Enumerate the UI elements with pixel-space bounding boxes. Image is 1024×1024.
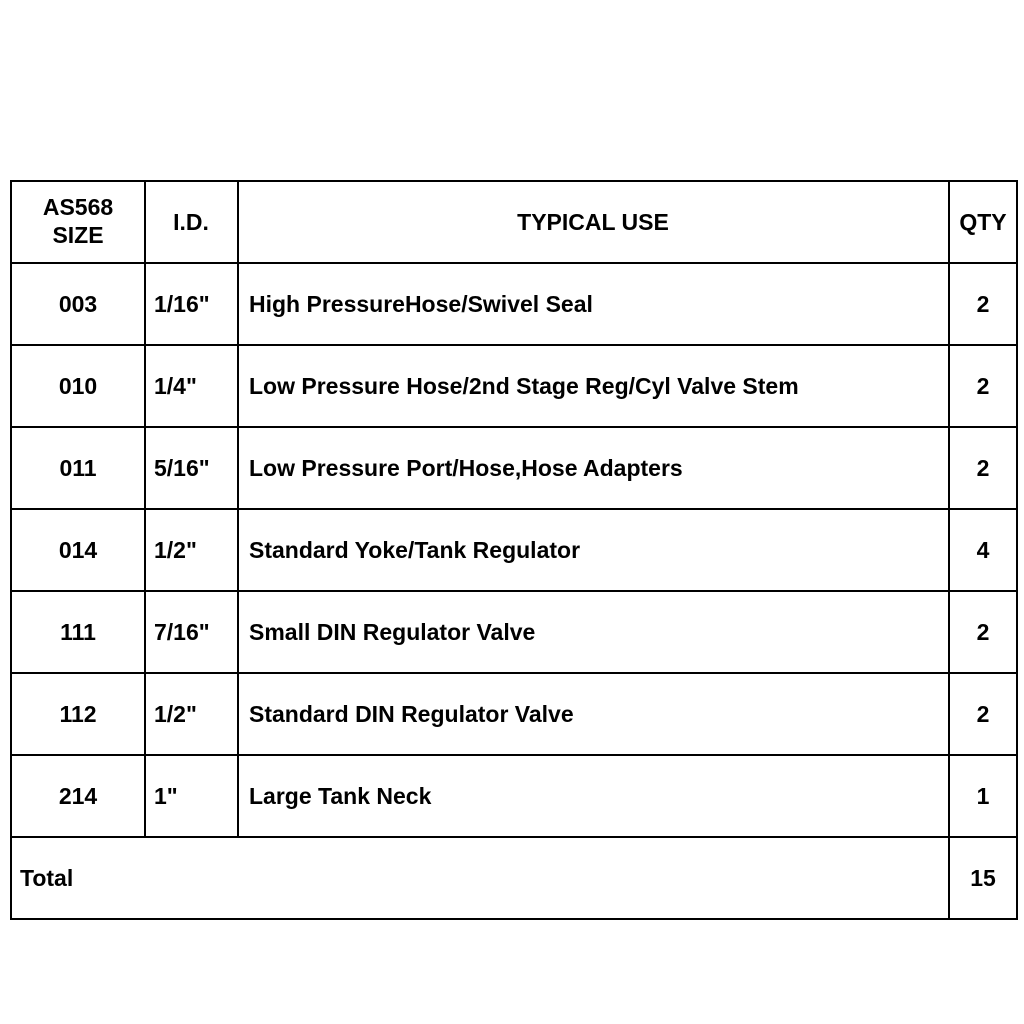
cell-use: Standard DIN Regulator Valve [238,673,949,755]
cell-size: 011 [11,427,145,509]
cell-use: Large Tank Neck [238,755,949,837]
cell-use: High PressureHose/Swivel Seal [238,263,949,345]
table-total-row: Total 15 [11,837,1017,919]
table-row: 111 7/16" Small DIN Regulator Valve 2 [11,591,1017,673]
cell-use: Standard Yoke/Tank Regulator [238,509,949,591]
cell-size: 010 [11,345,145,427]
table-row: 014 1/2" Standard Yoke/Tank Regulator 4 [11,509,1017,591]
cell-id: 5/16" [145,427,238,509]
table-row: 214 1" Large Tank Neck 1 [11,755,1017,837]
table-body: 003 1/16" High PressureHose/Swivel Seal … [11,263,1017,919]
cell-qty: 1 [949,755,1017,837]
cell-size: 112 [11,673,145,755]
cell-size: 214 [11,755,145,837]
table-row: 112 1/2" Standard DIN Regulator Valve 2 [11,673,1017,755]
cell-qty: 2 [949,427,1017,509]
cell-qty: 4 [949,509,1017,591]
cell-qty: 2 [949,673,1017,755]
cell-qty: 2 [949,345,1017,427]
cell-size: 014 [11,509,145,591]
cell-id: 1/2" [145,509,238,591]
cell-use: Small DIN Regulator Valve [238,591,949,673]
col-header-size-line2: SIZE [13,222,143,250]
col-header-size: AS568 SIZE [11,181,145,263]
cell-size: 111 [11,591,145,673]
total-qty: 15 [949,837,1017,919]
cell-size: 003 [11,263,145,345]
col-header-id: I.D. [145,181,238,263]
col-header-qty: QTY [949,181,1017,263]
cell-id: 1/2" [145,673,238,755]
cell-use: Low Pressure Port/Hose,Hose Adapters [238,427,949,509]
cell-use: Low Pressure Hose/2nd Stage Reg/Cyl Valv… [238,345,949,427]
total-label: Total [11,837,949,919]
col-header-use: TYPICAL USE [238,181,949,263]
cell-qty: 2 [949,591,1017,673]
cell-id: 7/16" [145,591,238,673]
cell-id: 1" [145,755,238,837]
cell-id: 1/16" [145,263,238,345]
col-header-size-line1: AS568 [13,194,143,222]
table-row: 010 1/4" Low Pressure Hose/2nd Stage Reg… [11,345,1017,427]
cell-id: 1/4" [145,345,238,427]
oring-size-table: AS568 SIZE I.D. TYPICAL USE QTY 003 1/16… [10,180,1018,920]
table-row: 003 1/16" High PressureHose/Swivel Seal … [11,263,1017,345]
cell-qty: 2 [949,263,1017,345]
table-row: 011 5/16" Low Pressure Port/Hose,Hose Ad… [11,427,1017,509]
table-header-row: AS568 SIZE I.D. TYPICAL USE QTY [11,181,1017,263]
